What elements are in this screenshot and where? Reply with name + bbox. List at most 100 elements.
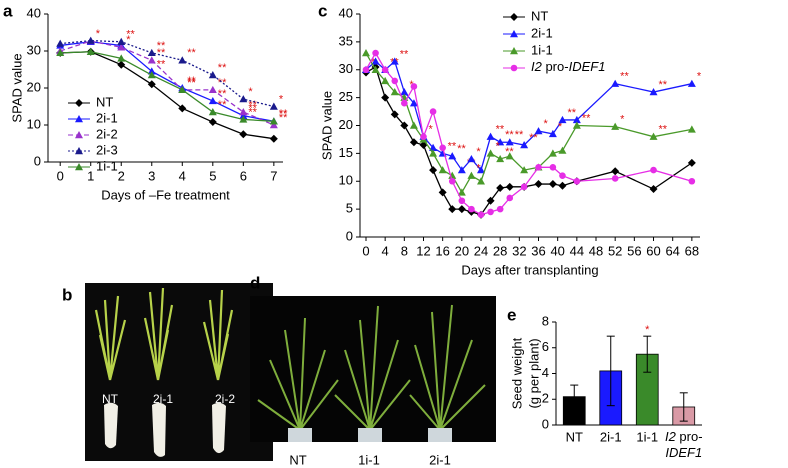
x-tick-label: 3 (148, 168, 155, 183)
x-tick-label: 6 (240, 168, 247, 183)
x-tick-label: 60 (646, 243, 660, 258)
y-axis-title: SPAD value (9, 53, 24, 122)
marker (208, 108, 217, 116)
marker (687, 158, 696, 167)
plant-roots (104, 402, 226, 457)
y-tick-label: 15 (339, 145, 353, 160)
marker (86, 36, 95, 44)
significance: ** (218, 99, 227, 111)
marker (372, 49, 379, 57)
significance: ** (187, 77, 196, 89)
legend-marker (75, 147, 83, 155)
marker (371, 65, 380, 73)
marker (400, 88, 409, 96)
marker (178, 85, 187, 94)
photo-label: NT (289, 452, 306, 467)
series-line (60, 51, 274, 140)
marker (239, 95, 248, 103)
significance: ** (515, 129, 524, 141)
significance: ** (279, 108, 288, 120)
error-bar (570, 384, 579, 409)
marker (390, 57, 399, 65)
y-tick-label: 20 (339, 117, 353, 132)
marker (381, 76, 390, 85)
panel-label: e (507, 305, 516, 324)
marker (371, 57, 380, 65)
significance: ** (659, 79, 668, 91)
y-tick-label: 20 (27, 79, 41, 94)
marker (649, 132, 658, 140)
significance: ** (279, 108, 288, 120)
significance: ** (582, 112, 591, 124)
marker (208, 96, 217, 105)
marker (548, 180, 557, 189)
x-tick-label: 1 (87, 168, 94, 183)
marker (505, 138, 514, 146)
x-tick-label: 20 (455, 243, 469, 258)
marker (86, 47, 95, 55)
marker (572, 115, 581, 124)
photo-label: NT (102, 392, 119, 406)
x-tick-label: 0 (57, 168, 64, 183)
series-line (60, 39, 274, 108)
significance: ** (248, 103, 257, 115)
x-tick-label: 44 (570, 243, 584, 258)
marker (649, 88, 658, 96)
series-line (60, 41, 274, 122)
marker (486, 196, 495, 205)
marker (56, 48, 65, 57)
marker (439, 144, 446, 152)
panel-label: a (3, 1, 13, 20)
marker (239, 130, 248, 139)
significance: ** (218, 77, 227, 89)
marker (486, 132, 495, 140)
marker (548, 129, 557, 138)
x-tick-label: 48 (589, 243, 603, 258)
y-tick-label: 35 (339, 33, 353, 48)
marker (178, 104, 187, 113)
panel-label: b (62, 285, 72, 304)
marker (457, 166, 466, 174)
legend-marker (75, 131, 83, 139)
marker (117, 37, 126, 45)
plant-pots (288, 428, 452, 442)
marker (687, 125, 696, 133)
marker (400, 121, 409, 130)
marker (496, 205, 504, 213)
significance: * (248, 86, 253, 98)
series-line (60, 51, 274, 122)
marker (448, 177, 456, 185)
series-line (365, 60, 692, 172)
y-tick-label: 4 (542, 365, 549, 380)
y-tick-label: 8 (542, 313, 549, 328)
significance: ** (505, 146, 514, 158)
significance: * (279, 93, 284, 105)
marker (147, 56, 156, 64)
x-axis-title: Days after transplanting (461, 262, 598, 277)
marker (649, 185, 658, 194)
marker (650, 166, 657, 174)
marker (208, 71, 217, 79)
marker (448, 152, 457, 160)
y-tick-label: 5 (346, 201, 353, 216)
marker (611, 167, 620, 176)
significance: ** (567, 107, 576, 119)
legend-label: 2i-1 (531, 25, 553, 40)
significance: * (126, 34, 131, 46)
marker (558, 146, 567, 154)
y-tick-label: 30 (27, 42, 41, 57)
marker (438, 188, 447, 197)
legend-label: 1i-1 (96, 158, 118, 173)
x-tick-label: 24 (474, 243, 488, 258)
y-tick-label: 30 (339, 61, 353, 76)
significance: ** (157, 58, 166, 70)
x-tick-label: 68 (685, 243, 699, 258)
marker (391, 77, 399, 85)
marker (558, 115, 567, 124)
x-tick-label: 0 (362, 243, 369, 258)
marker (410, 83, 418, 90)
marker (520, 183, 528, 191)
x-tick-label: 1i-1 (636, 429, 658, 444)
significance: ** (218, 88, 227, 100)
marker (269, 117, 278, 125)
